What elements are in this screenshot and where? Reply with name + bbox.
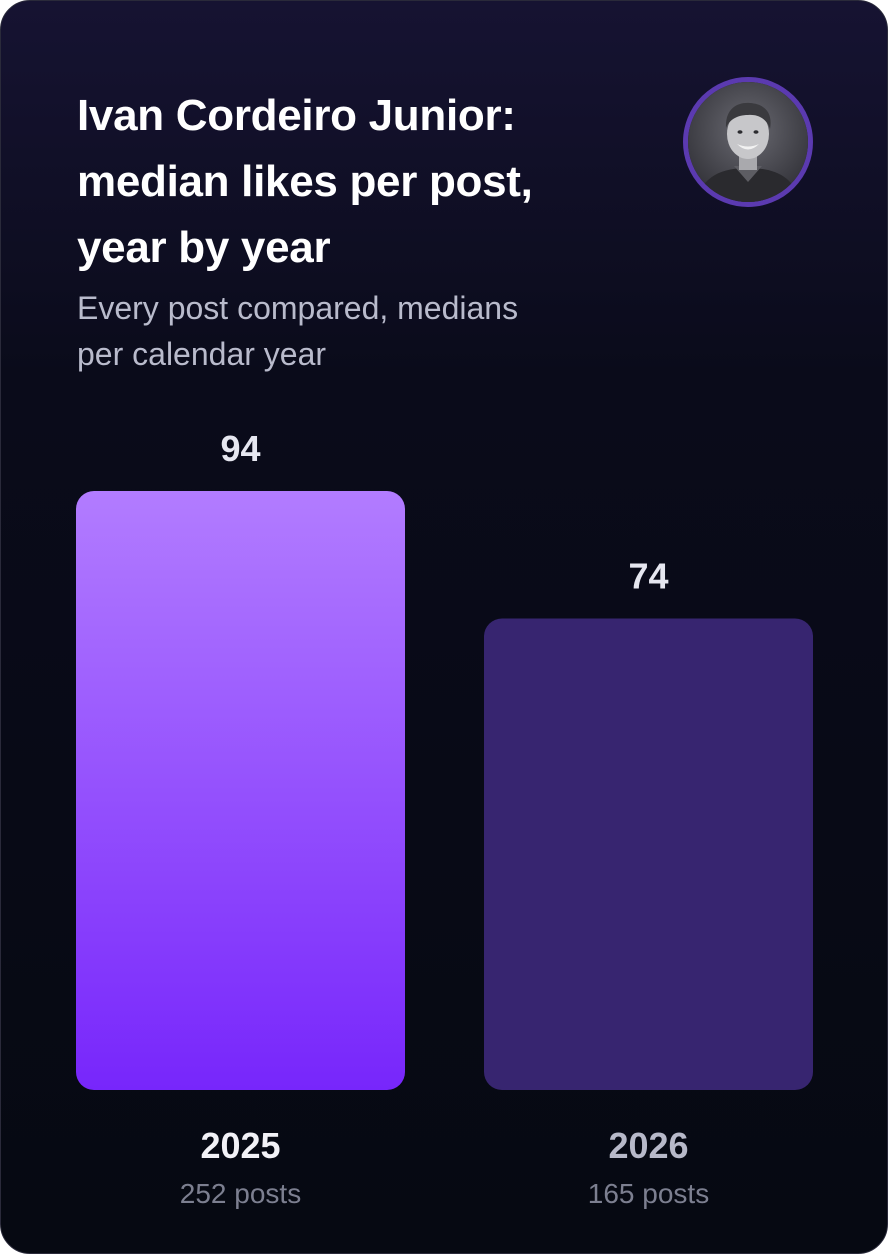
chart-title-line: year by year <box>77 223 331 272</box>
chart-subtitle: Every post compared, medians per calenda… <box>77 285 637 377</box>
bar-value-label: 74 <box>628 555 668 596</box>
chart-title-line: median likes per post, <box>77 157 533 206</box>
x-axis-year-label: 2025 <box>200 1125 280 1166</box>
chart-title-line: Ivan Cordeiro Junior: <box>77 91 516 140</box>
bar-value-label: 94 <box>220 428 260 469</box>
post-count-label: 252 posts <box>180 1178 301 1209</box>
avatar <box>683 77 813 207</box>
profile-photo-icon <box>688 82 808 202</box>
bar-2025 <box>76 491 405 1090</box>
chart-subtitle-line: per calendar year <box>77 336 327 372</box>
chart-subtitle-line: Every post compared, medians <box>77 290 519 326</box>
chart-title: Ivan Cordeiro Junior: median likes per p… <box>77 83 637 281</box>
bar-2026 <box>484 618 813 1090</box>
post-count-label: 165 posts <box>588 1178 709 1209</box>
x-axis-year-label: 2026 <box>608 1125 688 1166</box>
